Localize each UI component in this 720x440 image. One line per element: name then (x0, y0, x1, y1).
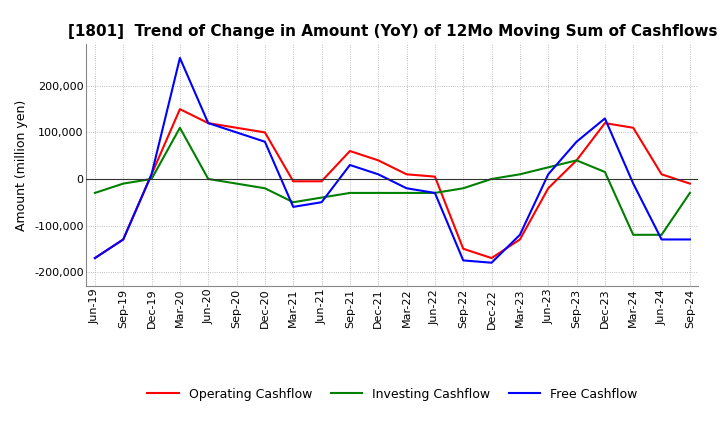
Line: Investing Cashflow: Investing Cashflow (95, 128, 690, 235)
Title: [1801]  Trend of Change in Amount (YoY) of 12Mo Moving Sum of Cashflows: [1801] Trend of Change in Amount (YoY) o… (68, 24, 717, 39)
Investing Cashflow (431, 190, 439, 195)
Operating Cashflow (685, 181, 694, 186)
Operating Cashflow (402, 172, 411, 177)
Investing Cashflow (91, 190, 99, 195)
Free Cashflow (261, 139, 269, 144)
Operating Cashflow (544, 186, 552, 191)
Investing Cashflow (318, 195, 326, 200)
Free Cashflow (176, 55, 184, 61)
Investing Cashflow (600, 169, 609, 175)
Free Cashflow (431, 190, 439, 195)
Operating Cashflow (629, 125, 637, 130)
Free Cashflow (516, 232, 524, 238)
Free Cashflow (318, 200, 326, 205)
Free Cashflow (600, 116, 609, 121)
Free Cashflow (629, 181, 637, 186)
Investing Cashflow (233, 181, 241, 186)
Operating Cashflow (261, 130, 269, 135)
Operating Cashflow (459, 246, 467, 251)
Legend: Operating Cashflow, Investing Cashflow, Free Cashflow: Operating Cashflow, Investing Cashflow, … (143, 383, 642, 406)
Operating Cashflow (346, 148, 354, 154)
Investing Cashflow (459, 186, 467, 191)
Free Cashflow (91, 256, 99, 261)
Investing Cashflow (261, 186, 269, 191)
Operating Cashflow (119, 237, 127, 242)
Investing Cashflow (657, 232, 666, 238)
Investing Cashflow (289, 200, 297, 205)
Line: Operating Cashflow: Operating Cashflow (95, 109, 690, 258)
Free Cashflow (572, 139, 581, 144)
Operating Cashflow (516, 237, 524, 242)
Operating Cashflow (289, 179, 297, 184)
Investing Cashflow (544, 165, 552, 170)
Free Cashflow (204, 121, 212, 126)
Investing Cashflow (629, 232, 637, 238)
Investing Cashflow (516, 172, 524, 177)
Free Cashflow (402, 186, 411, 191)
Investing Cashflow (346, 190, 354, 195)
Investing Cashflow (374, 190, 382, 195)
Operating Cashflow (176, 106, 184, 112)
Free Cashflow (148, 172, 156, 177)
Operating Cashflow (487, 256, 496, 261)
Free Cashflow (289, 204, 297, 209)
Investing Cashflow (685, 190, 694, 195)
Operating Cashflow (91, 256, 99, 261)
Free Cashflow (119, 237, 127, 242)
Y-axis label: Amount (million yen): Amount (million yen) (15, 99, 29, 231)
Operating Cashflow (600, 121, 609, 126)
Operating Cashflow (318, 179, 326, 184)
Free Cashflow (374, 172, 382, 177)
Free Cashflow (487, 260, 496, 265)
Operating Cashflow (657, 172, 666, 177)
Free Cashflow (346, 162, 354, 168)
Free Cashflow (233, 130, 241, 135)
Free Cashflow (544, 172, 552, 177)
Investing Cashflow (119, 181, 127, 186)
Operating Cashflow (572, 158, 581, 163)
Free Cashflow (657, 237, 666, 242)
Investing Cashflow (176, 125, 184, 130)
Investing Cashflow (402, 190, 411, 195)
Investing Cashflow (487, 176, 496, 182)
Operating Cashflow (148, 172, 156, 177)
Investing Cashflow (572, 158, 581, 163)
Free Cashflow (685, 237, 694, 242)
Operating Cashflow (204, 121, 212, 126)
Free Cashflow (459, 258, 467, 263)
Operating Cashflow (431, 174, 439, 179)
Operating Cashflow (233, 125, 241, 130)
Investing Cashflow (204, 176, 212, 182)
Investing Cashflow (148, 176, 156, 182)
Operating Cashflow (374, 158, 382, 163)
Line: Free Cashflow: Free Cashflow (95, 58, 690, 263)
